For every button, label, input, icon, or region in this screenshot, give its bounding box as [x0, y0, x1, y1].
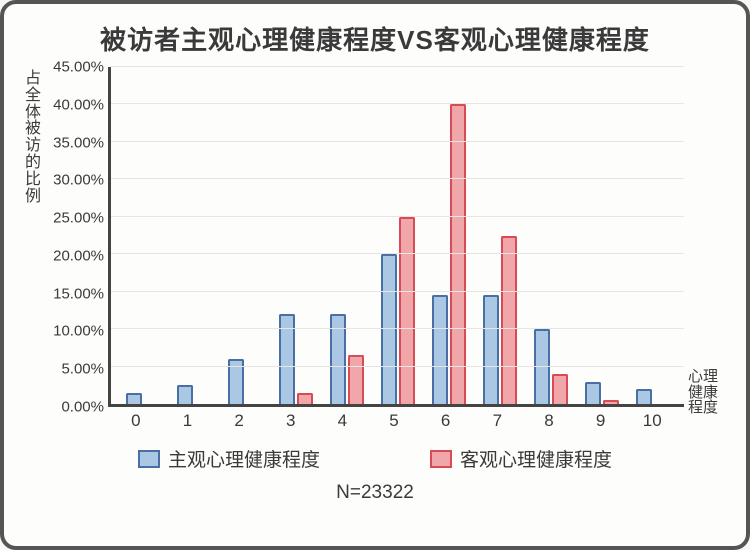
plot: 心理健康程度 [108, 67, 684, 407]
bar [297, 393, 313, 404]
y-axis-label-char: 的 [25, 155, 41, 172]
bar-group [525, 67, 576, 404]
bar-group [219, 67, 270, 404]
x-axis-label: 心理健康程度 [688, 369, 728, 416]
grid-line [111, 216, 684, 217]
y-axis-label-char: 占 [25, 71, 41, 88]
bar-group [117, 67, 168, 404]
grid-line [111, 103, 684, 104]
legend-label: 客观心理健康程度 [460, 445, 612, 472]
x-axis-label-line: 健康 [688, 385, 728, 401]
bar-group [474, 67, 525, 404]
bar [483, 295, 499, 404]
bar-group [372, 67, 423, 404]
grid-line [111, 66, 684, 67]
bar [552, 374, 568, 404]
y-axis-label-char: 例 [25, 189, 41, 206]
y-tick: 45.00% [53, 59, 104, 76]
chart-frame: 被访者主观心理健康程度VS客观心理健康程度 占全体被访的比例 0.00% 5.00… [0, 0, 750, 550]
bar [636, 389, 652, 404]
x-axis-label-line: 程度 [688, 400, 728, 416]
y-tick: 40.00% [53, 96, 104, 113]
bar [432, 295, 448, 404]
bar [177, 385, 193, 404]
x-tick: 1 [162, 411, 214, 431]
bar-group [627, 67, 678, 404]
y-axis-ticks: 0.00%5.00%10.00%15.00%20.00%25.00%30.00%… [44, 67, 108, 407]
y-tick: 35.00% [53, 134, 104, 151]
bar [348, 355, 364, 404]
y-axis-label-char: 被 [25, 121, 41, 138]
bar [534, 329, 550, 404]
bar [126, 393, 142, 404]
bars-container [111, 67, 684, 404]
x-tick: 6 [420, 411, 472, 431]
grid-line [111, 328, 684, 329]
y-tick: 20.00% [53, 247, 104, 264]
grid-line [111, 291, 684, 292]
bar [399, 217, 415, 404]
y-tick: 15.00% [53, 285, 104, 302]
y-tick: 5.00% [61, 361, 104, 378]
plot-area: 占全体被访的比例 0.00%5.00%10.00%15.00%20.00%25.… [22, 67, 728, 407]
y-axis-label-char: 访 [25, 138, 41, 155]
bar-group [576, 67, 627, 404]
legend-swatch [430, 450, 452, 468]
y-axis-label-char: 比 [25, 172, 41, 189]
legend-item: 主观心理健康程度 [138, 445, 320, 472]
x-tick: 3 [265, 411, 317, 431]
legend-item: 客观心理健康程度 [430, 445, 612, 472]
x-tick: 5 [368, 411, 420, 431]
footnote: N=23322 [22, 482, 728, 504]
x-tick: 10 [626, 411, 678, 431]
x-tick: 2 [213, 411, 265, 431]
legend-swatch [138, 450, 160, 468]
grid-line [111, 253, 684, 254]
x-tick: 7 [471, 411, 523, 431]
grid-line [111, 178, 684, 179]
bar [501, 236, 517, 405]
x-tick: 4 [317, 411, 369, 431]
x-tick: 8 [523, 411, 575, 431]
y-axis-label-char: 全 [25, 88, 41, 105]
y-tick: 0.00% [61, 399, 104, 416]
x-axis-label-line: 心理 [688, 369, 728, 385]
bar-group [423, 67, 474, 404]
legend-label: 主观心理健康程度 [168, 445, 320, 472]
grid-line [111, 366, 684, 367]
y-tick: 10.00% [53, 323, 104, 340]
x-tick: 0 [110, 411, 162, 431]
y-axis-label: 占全体被访的比例 [22, 67, 44, 407]
bar-group [321, 67, 372, 404]
bar [585, 382, 601, 404]
bar-group [168, 67, 219, 404]
bar-group [270, 67, 321, 404]
y-axis-label-char: 体 [25, 105, 41, 122]
y-tick: 25.00% [53, 210, 104, 227]
x-axis-ticks: 012345678910 [104, 407, 684, 431]
y-tick: 30.00% [53, 172, 104, 189]
x-tick: 9 [575, 411, 627, 431]
grid-line [111, 141, 684, 142]
bar [603, 400, 619, 404]
legend: 主观心理健康程度 客观心理健康程度 [22, 445, 728, 472]
chart-title: 被访者主观心理健康程度VS客观心理健康程度 [22, 20, 728, 57]
